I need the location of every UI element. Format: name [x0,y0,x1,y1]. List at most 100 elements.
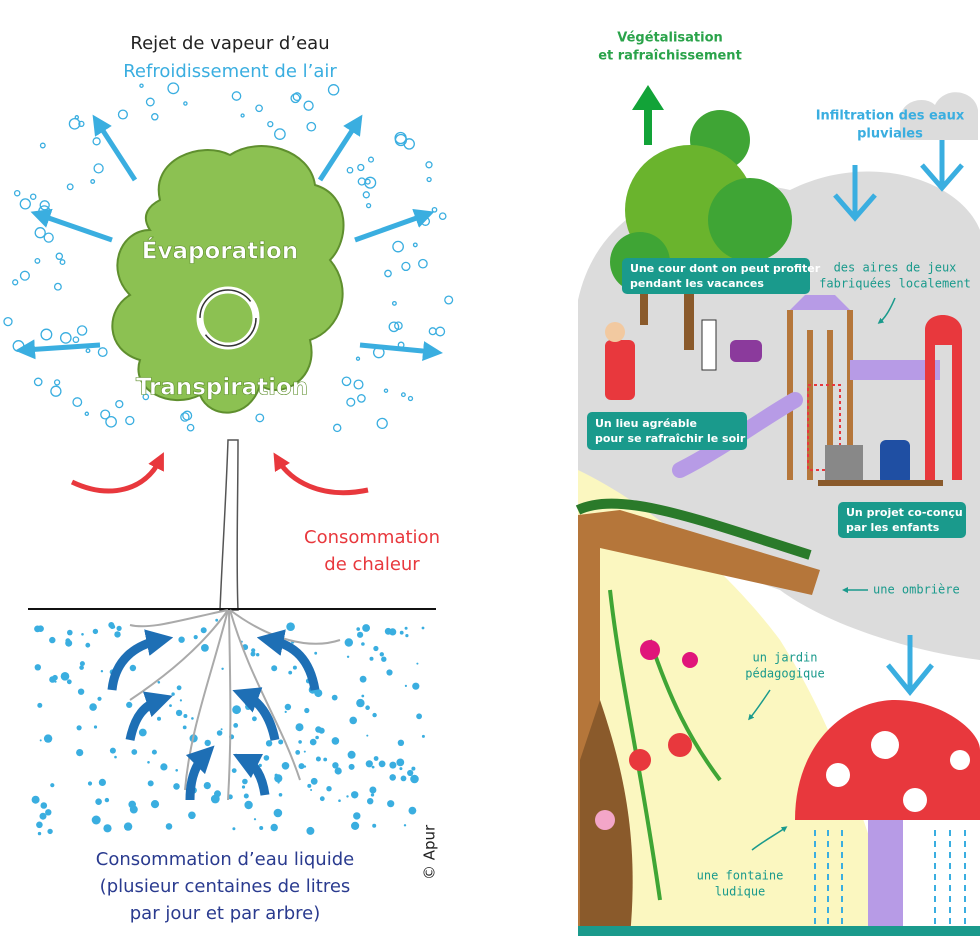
dot [132,749,137,755]
heat-arrows [70,452,369,496]
dot [332,423,342,433]
dot [87,781,93,786]
arrow [125,691,173,741]
dot [435,326,446,337]
mushroom-spots [826,731,970,812]
dot [346,655,350,658]
pointer [751,826,788,851]
dot [366,734,369,737]
dot [176,685,182,691]
dot [310,789,313,791]
dot [180,412,190,422]
dot [114,755,117,759]
label-line: une fontaine [697,869,784,883]
dot [183,101,188,106]
dot [421,626,425,630]
dot [216,730,223,736]
dot [373,756,379,761]
dot [369,786,377,794]
dot [420,216,431,226]
dot [90,179,96,184]
label-line: une ombrière [873,583,960,597]
label-line: pour se rafraîchir le soir [595,432,746,445]
arrow [30,208,113,243]
dot [37,702,43,708]
dot [241,785,246,789]
dot [116,625,122,632]
dot [334,767,342,775]
dot [331,694,338,701]
dot [315,756,321,762]
dot [151,749,157,755]
dot [200,627,207,634]
dot [416,713,422,720]
dot [183,714,188,718]
dot [173,783,180,790]
credit: © Apur [421,824,439,880]
dot [357,177,366,186]
dot [408,806,417,815]
dot [129,664,137,672]
arrow [317,114,363,182]
dot [142,393,150,401]
dot [203,782,211,790]
dot [365,760,373,768]
dot [53,379,61,386]
play-tower [925,315,962,480]
dot [151,113,159,121]
dot [274,773,278,777]
dot [265,740,273,747]
dot [97,347,108,358]
dot [270,823,278,832]
dot [399,767,403,771]
dot [353,812,361,820]
arrow [359,341,443,361]
dot [361,642,365,646]
water-line: par jour et par arbre) [130,903,321,924]
fountain-jets [814,830,966,925]
dot [169,704,172,707]
dot [359,675,367,683]
dot [59,332,72,344]
dot [310,777,318,785]
dot [147,761,150,764]
dot [13,189,21,197]
label-box [587,412,747,450]
dot [367,798,374,805]
water-dots [31,618,425,836]
dot [309,738,317,746]
dot [231,91,242,101]
ground-strip [578,926,980,936]
dot [147,780,154,787]
label-line: Un projet co-conçu [846,506,963,519]
dot [232,705,242,715]
dot [364,178,371,185]
dot [39,812,47,820]
dot [92,628,99,635]
dot [39,142,46,149]
dot [412,682,420,690]
water-line: (plusieur centaines de litres [100,876,351,897]
dot [112,625,116,629]
dot [250,651,256,657]
dot [255,104,263,113]
dot [379,652,384,657]
dot [93,725,98,729]
dot [43,232,54,243]
dot [253,818,257,821]
dot [31,795,40,804]
dot [341,376,352,387]
fence [850,360,940,380]
dot [351,821,360,831]
dot [295,723,304,732]
spot [826,763,850,787]
dot [45,809,52,816]
dot [372,823,377,828]
dot [40,802,48,809]
person-head [605,322,625,342]
dot [100,409,111,420]
dot [351,791,359,799]
play-roof [790,295,850,310]
arrow [185,745,215,801]
